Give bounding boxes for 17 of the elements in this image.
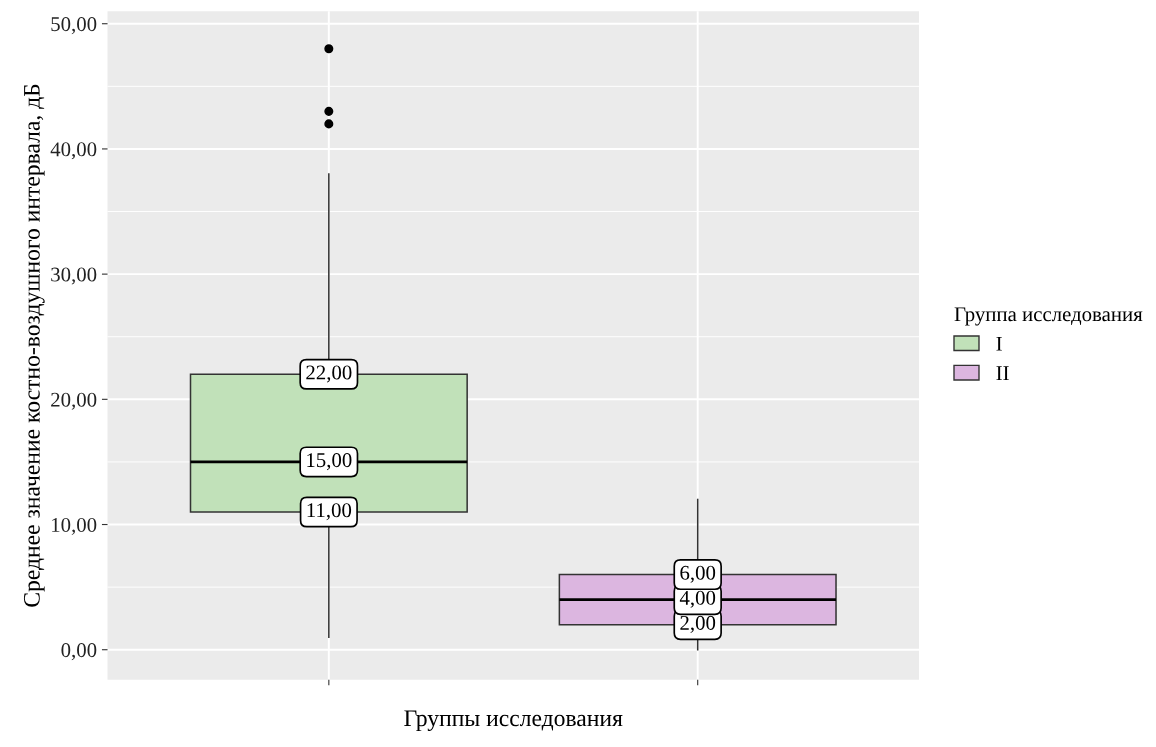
y-tick-label: 0,00 [61, 643, 97, 661]
legend-title: Группа исследования [954, 307, 1143, 326]
y-tick-label: 20,00 [51, 392, 97, 410]
y-tick-label: 50,00 [51, 17, 97, 35]
y-tick-label: 40,00 [50, 142, 97, 160]
y-axis-title: Среднее значение костно-воздушного интервала, дБ [23, 84, 45, 607]
text: 6,00 [680, 565, 716, 583]
text: 11,00 [307, 503, 352, 521]
legend-label: I [996, 336, 1002, 351]
legend-label: II [996, 366, 1009, 380]
y-tick-label: 10,00 [52, 517, 97, 535]
x-axis-title: Группы исследования [404, 710, 623, 732]
y-tick-label: 30,00 [51, 267, 97, 285]
text: 4,00 [679, 590, 716, 608]
text: 15,00 [307, 453, 352, 471]
text: 2,00 [680, 615, 716, 633]
text: 22,00 [306, 365, 352, 383]
